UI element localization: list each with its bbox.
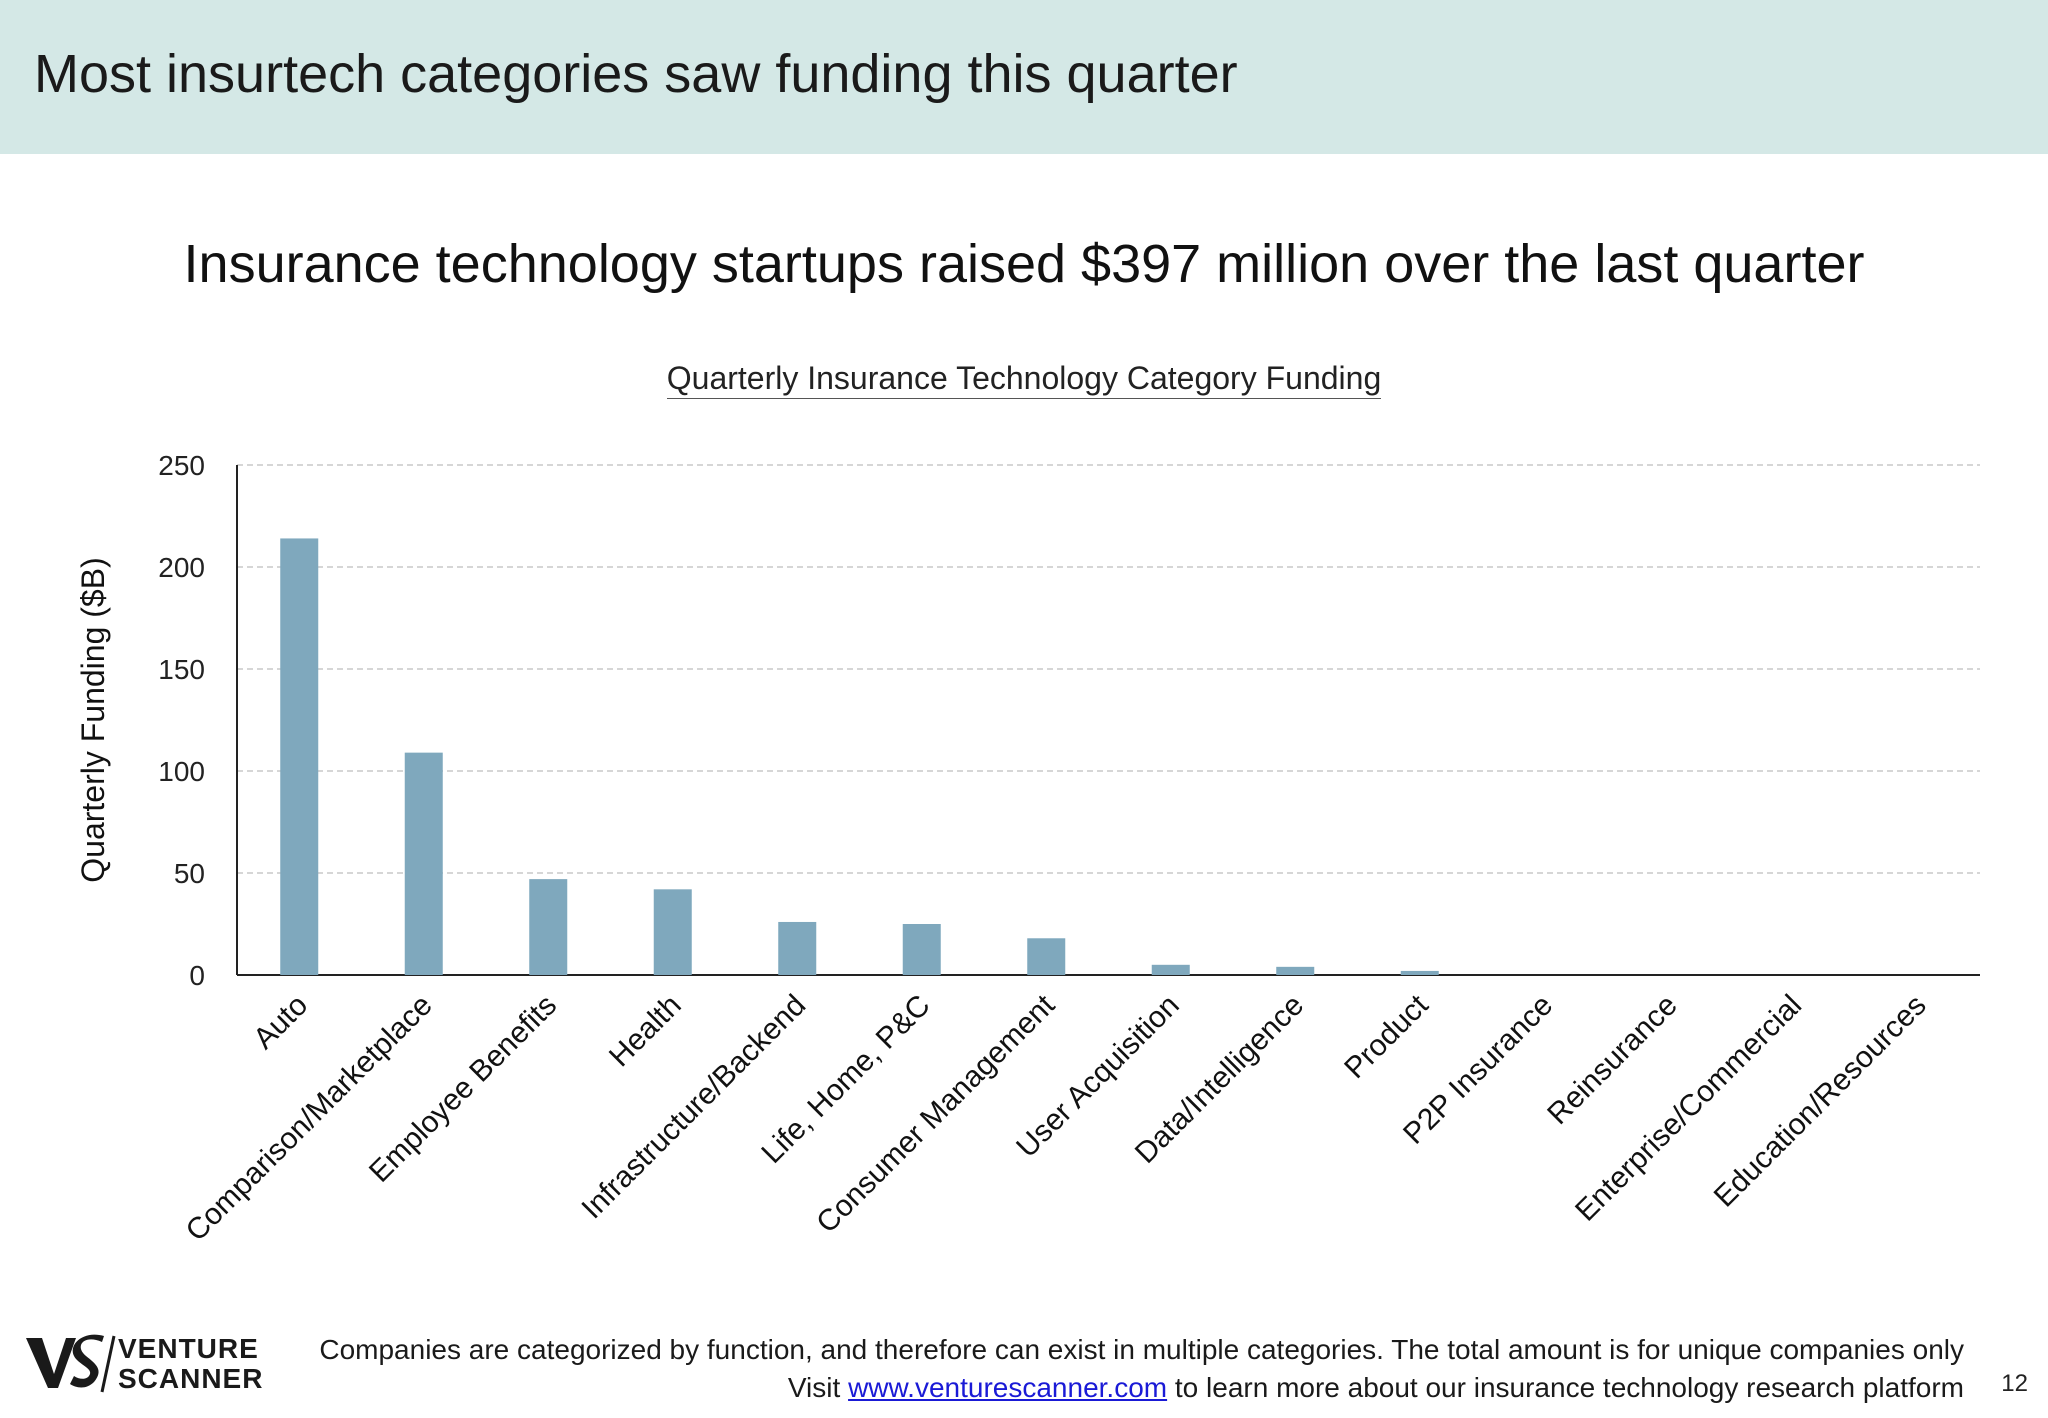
logo-text-line1: VENTURE (118, 1333, 259, 1364)
y-tick-label: 150 (158, 654, 205, 685)
bar (1027, 938, 1066, 975)
bar-chart: 0 50 100 150 200 250 Quarterly Funding ($B) Aut… (75, 450, 1980, 1248)
page-subtitle: Insurance technology startups raised $39… (183, 234, 1865, 294)
bar (1400, 970, 1439, 975)
logo-text-line2: SCANNER (118, 1363, 264, 1394)
chart-title: Quarterly Insurance Technology Category … (666, 358, 1382, 399)
venture-scanner-logo: VENTURE SCANNER (24, 1330, 262, 1394)
bar (529, 879, 568, 975)
venturescanner-link[interactable]: www.venturescanner.com (848, 1372, 1168, 1403)
vs-logo-icon (26, 1334, 116, 1393)
x-tick-label: Education/Resources (1708, 989, 1933, 1214)
x-tick-label: Auto (247, 989, 314, 1056)
bar (1151, 964, 1190, 975)
bar (778, 921, 817, 975)
y-axis-label: Quarterly Funding ($B) (75, 557, 111, 882)
header-band (0, 0, 2048, 154)
page-number: 12 (2001, 1370, 2028, 1397)
y-tick-label: 100 (158, 756, 205, 787)
x-tick-label: Health (603, 989, 688, 1074)
footer-visit: Visit www.venturescanner.com to learn mo… (788, 1370, 1964, 1406)
x-tick-label: Infrastructure/Backend (575, 989, 812, 1226)
bar (902, 924, 941, 975)
y-tick-label: 250 (158, 450, 205, 481)
bar (1276, 966, 1315, 975)
footer-visit-prefix: Visit (787, 1372, 841, 1403)
footer-visit-suffix: to learn more about our insurance techno… (1174, 1372, 1964, 1403)
y-tick-label: 0 (189, 960, 205, 991)
bar (653, 889, 692, 975)
page-title: Most insurtech categories saw funding th… (34, 44, 1238, 104)
x-tick-label: Comparison/Marketplace (180, 989, 439, 1248)
y-tick-label: 50 (174, 858, 205, 889)
x-tick-label: Enterprise/Commercial (1569, 989, 1808, 1228)
footer-note: Companies are categorized by function, a… (319, 1334, 1964, 1365)
x-tick-label: Product (1338, 988, 1435, 1085)
bar (280, 538, 319, 975)
y-tick-label: 200 (158, 552, 205, 583)
bar (404, 752, 443, 975)
x-tick-label: Consumer Management (810, 988, 1061, 1239)
x-tick-label: Reinsurance (1541, 989, 1683, 1131)
